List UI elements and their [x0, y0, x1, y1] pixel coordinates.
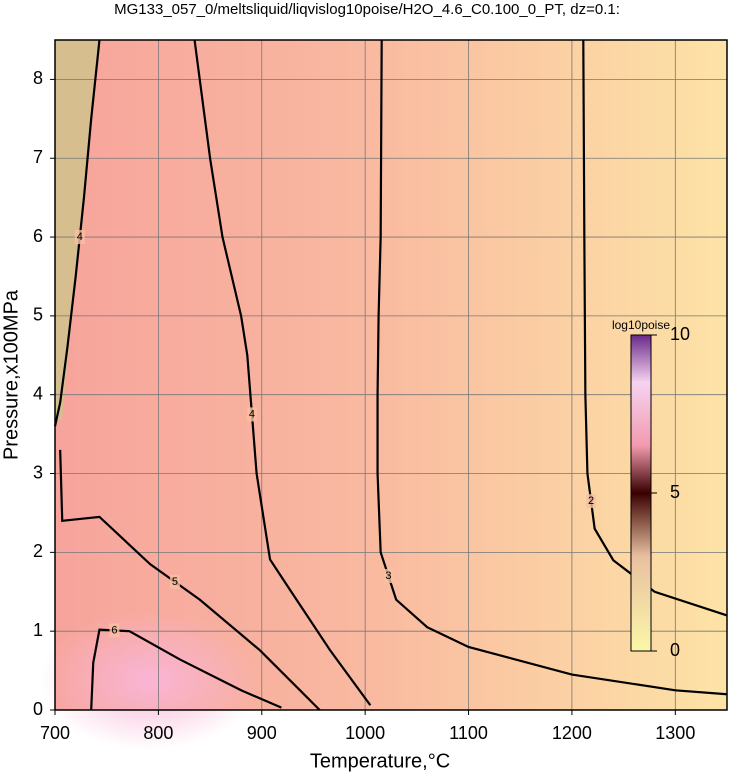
- contour-line: [90, 628, 282, 711]
- y-tick-label: 7: [33, 147, 43, 167]
- y-tick-label: 6: [33, 226, 43, 246]
- colorbar-tick-label: 10: [670, 324, 690, 344]
- x-tick-label: 1200: [552, 723, 592, 743]
- contour-label: 2: [588, 495, 594, 507]
- y-tick-label: 1: [33, 620, 43, 640]
- contour-label-bg: [383, 569, 394, 583]
- contour-label-bg: [74, 230, 85, 245]
- x-tick-label: 1000: [345, 723, 385, 743]
- contour-label-bg: [169, 574, 180, 589]
- colorbar: [630, 334, 652, 652]
- contour-label-bg: [109, 623, 120, 638]
- y-tick-label: 5: [33, 305, 43, 325]
- y-tick-label: 4: [33, 383, 43, 403]
- plot-background: [55, 40, 727, 710]
- x-tick-label: 800: [143, 723, 173, 743]
- x-tick-label: 700: [40, 723, 70, 743]
- contour-label: 3: [385, 570, 391, 582]
- contour-label: 4: [249, 408, 255, 420]
- y-tick-label: 2: [33, 541, 43, 561]
- colorbar-tick-label: 5: [670, 482, 680, 502]
- x-axis-label: Temperature,°C: [310, 750, 450, 772]
- y-axis-label: Pressure,x100MPa: [0, 289, 22, 460]
- x-tick-label: 1300: [655, 723, 695, 743]
- x-tick-label: 900: [247, 723, 277, 743]
- high-viscosity-region: [40, 610, 260, 750]
- colorbar-tick-label: 0: [670, 640, 680, 660]
- contour-label: 5: [172, 576, 178, 588]
- chart-title: MG133_057_0/meltsliquid/liqvislog10poise…: [114, 1, 620, 18]
- contour-label-bg: [246, 407, 257, 422]
- contour-label: 6: [111, 624, 117, 636]
- contour-label-bg: [586, 494, 597, 509]
- y-tick-label: 0: [33, 699, 43, 719]
- y-tick-label: 8: [33, 68, 43, 88]
- colorbar-label: log10poise: [612, 318, 670, 332]
- plot-frame: [54, 39, 728, 711]
- contour-label: 4: [77, 231, 83, 243]
- y-tick-label: 3: [33, 462, 43, 482]
- contour-line: [53, 39, 101, 427]
- x-tick-label: 1100: [449, 723, 488, 743]
